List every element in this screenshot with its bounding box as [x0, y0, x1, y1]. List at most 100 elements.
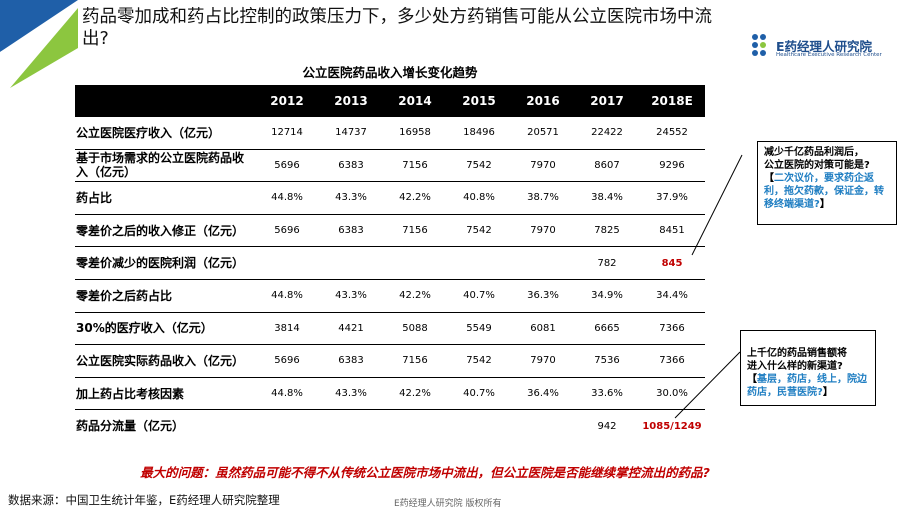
bracket-open: 【 [747, 374, 757, 385]
row-label: 加上药占比考核因素 [75, 377, 255, 411]
table-cell: 34.9% [575, 279, 639, 313]
row-label: 药占比 [75, 181, 255, 215]
table-cell [383, 410, 447, 442]
data-table: 2012 2013 2014 2015 2016 2017 2018E 公立医院… [75, 85, 705, 442]
row-label: 药品分流量（亿元） [76, 419, 185, 434]
callout-options-text: 二次议价，要求药企返利，拖欠药款，保证金，转移终端渠道? [764, 173, 884, 210]
column-header: 2013 [319, 85, 383, 117]
table-cell: 22422 [575, 117, 639, 150]
table-cell: 14737 [319, 117, 383, 150]
row-label: 零差价之后药占比 [75, 279, 255, 313]
table-cell: 7825 [575, 214, 639, 248]
table-cell: 16958 [383, 117, 447, 150]
callout-text: 减少千亿药品利润后， [764, 147, 864, 158]
table-cell: 18496 [447, 117, 511, 150]
table-cell: 37.9% [639, 181, 705, 215]
copyright: E药经理人研究院 版权所有 [394, 499, 502, 509]
table-row: 公立医院实际药品收入（亿元） 5696 6383 7156 7542 7970 7536 73… [75, 344, 705, 378]
table-cell: 6383 [319, 149, 383, 183]
table-cell: 6665 [575, 312, 639, 346]
table-row: 加上药占比考核因素 44.8% 43.3% 42.2% 40.7% 36.4% 33.6% 3… [75, 377, 705, 411]
logo-subtitle: Healthcare Executive Research Center [776, 52, 882, 58]
table-cell: 845 [639, 246, 705, 280]
column-header: 2012 [255, 85, 319, 117]
table-header-row: 2012 2013 2014 2015 2016 2017 2018E [75, 85, 705, 117]
table-cell: 30.0% [639, 377, 705, 411]
table-cell: 40.7% [447, 377, 511, 411]
table-cell: 42.2% [383, 377, 447, 411]
table-cell [383, 246, 447, 280]
column-header: 2018E [639, 85, 705, 117]
deco-white-triangle [0, 18, 60, 80]
table-cell: 12714 [255, 117, 319, 150]
column-header: 2016 [511, 85, 575, 117]
callout-text: 上千亿的药品销售额将 [747, 348, 847, 359]
table-cell: 782 [575, 246, 639, 280]
callout-options: 【二次议价，要求药企返利，拖欠药款，保证金，转移终端渠道?】 [764, 172, 890, 211]
row-label: 30%的医疗收入（亿元） [75, 312, 255, 346]
table-cell: 36.3% [511, 279, 575, 313]
table-cell: 7156 [383, 149, 447, 183]
table-cell: 42.2% [383, 181, 447, 215]
table-cell [447, 246, 511, 280]
table-cell: 7366 [639, 312, 705, 346]
table-cell: 34.4% [639, 279, 705, 313]
table-cell: 40.7% [447, 279, 511, 313]
table-row: 零差价减少的医院利润（亿元） 782 845 [75, 246, 705, 280]
table-row: 药占比 44.8% 43.3% 42.2% 40.8% 38.7% 38.4% 37.9% [75, 181, 705, 215]
logo: E药经理人研究院 Healthcare Executive Research C… [752, 34, 917, 64]
table-cell: 5088 [383, 312, 447, 346]
bracket-close: 】 [819, 199, 830, 210]
row-label: 零差价之后的收入修正（亿元） [75, 214, 255, 248]
table-cell: 7542 [447, 149, 511, 183]
table-cell: 7542 [447, 214, 511, 248]
page-title: 药品零加成和药占比控制的政策压力下，多少处方药销售可能从公立医院市场中流出? [82, 7, 712, 49]
table-cell: 7970 [511, 344, 575, 378]
table-cell: 24552 [639, 117, 705, 150]
deco-green-triangle [10, 8, 78, 88]
table-cell: 7970 [511, 214, 575, 248]
logo-name: E药经理人研究院 [776, 39, 873, 54]
table-cell: 44.8% [255, 377, 319, 411]
table-cell: 20571 [511, 117, 575, 150]
table-cell: 9296 [639, 149, 705, 183]
table-cell: 43.3% [319, 181, 383, 215]
table-cell [447, 410, 511, 442]
table-cell: 7156 [383, 344, 447, 378]
column-header [75, 85, 255, 117]
table-row: 基于市场需求的公立医院药品收入（亿元） 5696 6383 7156 7542 7970 8… [75, 149, 705, 183]
table-cell: 6383 [319, 344, 383, 378]
table-cell: 43.3% [319, 377, 383, 411]
column-header: 2017 [575, 85, 639, 117]
column-header: 2014 [383, 85, 447, 117]
table-cell: 1085/1249 [642, 420, 702, 432]
table-cell: 8607 [575, 149, 639, 183]
row-label: 零差价减少的医院利润（亿元） [75, 246, 255, 280]
table-cell: 8451 [639, 214, 705, 248]
callout-options: 【基层，药店，线上，院边药店，民营医院?】 [747, 373, 869, 399]
table-cell: 40.8% [447, 181, 511, 215]
table-row: 药品分流量（亿元） 942 1085/1249 [75, 410, 705, 442]
row-label: 公立医院医疗收入（亿元） [75, 117, 255, 150]
table-cell: 36.4% [511, 377, 575, 411]
table-cell [511, 246, 575, 280]
corner-decoration [0, 0, 78, 88]
callout-hospital-strategy: 减少千亿药品利润后， 公立医院的对策可能是? 【二次议价，要求药企返利，拖欠药款… [757, 141, 897, 225]
table-cell: 7366 [639, 344, 705, 378]
table-cell: 5696 [255, 149, 319, 183]
table-cell: 5549 [447, 312, 511, 346]
bracket-open: 【 [764, 173, 774, 184]
column-header: 2015 [447, 85, 511, 117]
table-cell: 7542 [447, 344, 511, 378]
table-cell: 38.4% [575, 181, 639, 215]
table-cell [255, 410, 319, 442]
table-cell: 43.3% [319, 279, 383, 313]
table-cell: 7970 [511, 149, 575, 183]
table-cell: 942 [597, 420, 617, 432]
callout-new-channels: 上千亿的药品销售额将 进入什么样的新渠道? 【基层，药店，线上，院边药店，民营医… [740, 330, 876, 406]
table-cell: 42.2% [383, 279, 447, 313]
table-cell: 44.8% [255, 279, 319, 313]
table-row: 30%的医疗收入（亿元） 3814 4421 5088 5549 6081 6665 7366 [75, 312, 705, 346]
table-cell [319, 410, 383, 442]
row-label: 公立医院实际药品收入（亿元） [75, 344, 255, 378]
